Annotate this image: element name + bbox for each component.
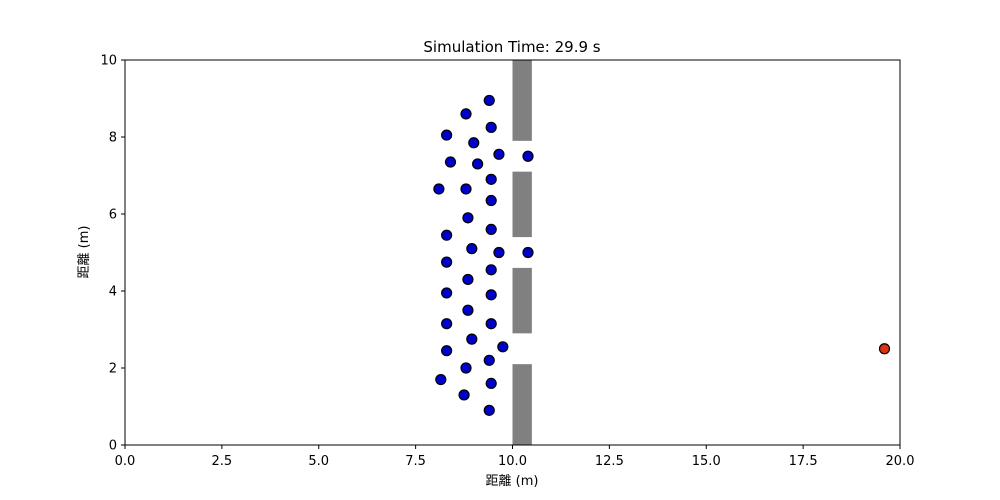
x-tick-label: 5.0 (308, 454, 329, 469)
y-tick-label: 8 (109, 131, 117, 146)
agent-point (493, 148, 505, 160)
points-layer (433, 94, 891, 416)
y-tick-label: 2 (109, 362, 117, 377)
agent-point (485, 173, 497, 185)
agent-point (441, 345, 453, 357)
x-tick-label: 20.0 (886, 454, 915, 469)
x-tick-label: 12.5 (595, 454, 624, 469)
agent-point (460, 108, 472, 120)
wall-segment-1 (512, 171, 532, 238)
y-axis: 0 2 4 6 8 10 (100, 54, 125, 454)
agent-point (485, 194, 497, 207)
agent-point (493, 246, 505, 259)
x-tick-label: 7.5 (405, 454, 426, 469)
agent-point (485, 121, 497, 133)
agent-point (466, 243, 478, 255)
target-point (878, 343, 891, 355)
y-tick-label: 0 (109, 439, 117, 454)
x-axis: 0.0 2.5 5.0 7.5 10.0 12.5 15.0 17.5 20.0 (115, 445, 915, 469)
walls-layer (512, 60, 532, 445)
agent-point (435, 373, 447, 386)
agent-point (472, 158, 484, 170)
agent-point (466, 333, 478, 345)
agent-point (462, 212, 474, 224)
wall-segment-0 (512, 60, 532, 141)
agent-point (485, 223, 497, 235)
y-axis-label: 距離 (m) (77, 226, 92, 279)
agent-point (483, 354, 495, 366)
agent-point (522, 246, 534, 259)
wall-segment-3 (512, 364, 532, 445)
agent-point (458, 389, 470, 401)
agent-point (441, 256, 453, 268)
x-tick-label: 15.0 (692, 454, 721, 469)
agent-point (433, 183, 445, 195)
agent-point (522, 150, 534, 162)
agent-point (460, 362, 472, 374)
agent-point (441, 287, 453, 299)
agent-point (485, 264, 497, 276)
x-tick-label: 10.0 (498, 454, 527, 469)
x-tick-label: 2.5 (212, 454, 233, 469)
agent-point (483, 404, 495, 416)
agent-point (497, 341, 509, 353)
x-tick-label: 17.5 (789, 454, 818, 469)
agent-point (441, 129, 453, 141)
y-tick-label: 4 (109, 285, 117, 300)
wall-segment-2 (512, 267, 532, 334)
y-tick-label: 10 (100, 54, 117, 69)
agent-point (483, 94, 495, 107)
agent-point (441, 318, 453, 330)
x-axis-label: 距離 (m) (486, 474, 539, 489)
agent-point (460, 183, 472, 195)
agent-point (485, 377, 497, 389)
agent-point (485, 318, 497, 330)
chart-title: Simulation Time: 29.9 s (423, 38, 600, 56)
agent-point (462, 273, 474, 286)
x-tick-label: 0.0 (115, 454, 136, 469)
agent-point (485, 289, 497, 301)
y-tick-label: 6 (109, 208, 117, 223)
agent-point (468, 137, 480, 149)
agent-point (441, 229, 453, 241)
agent-point (462, 304, 474, 316)
agent-point (444, 156, 457, 168)
